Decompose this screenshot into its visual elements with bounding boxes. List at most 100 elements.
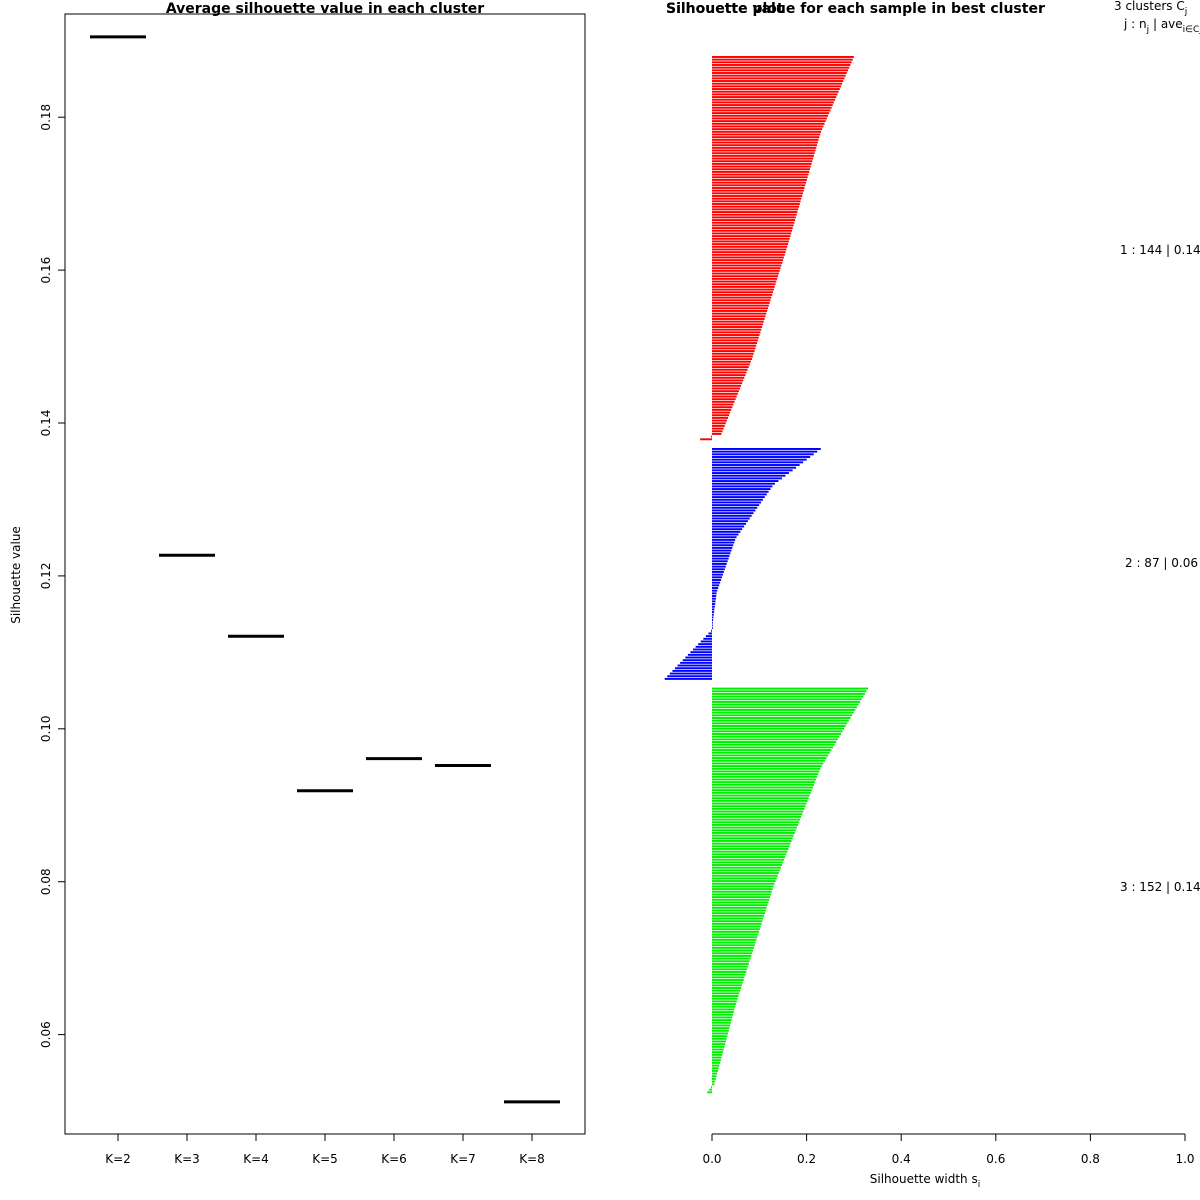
silhouette-bar-cluster-3 [712, 1043, 726, 1046]
silhouette-bar-cluster-3 [712, 717, 851, 719]
silhouette-bar-cluster-1 [712, 347, 756, 350]
silhouette-bar-cluster-3 [712, 719, 849, 722]
silhouette-bar-cluster-1 [712, 245, 788, 248]
silhouette-bar-cluster-1 [712, 85, 841, 88]
n-clusters-sub: j [1184, 7, 1188, 17]
silhouette-bar-cluster-3 [712, 813, 803, 816]
silhouette-bar-cluster-1 [712, 195, 803, 197]
silhouette-bar-cluster-3 [712, 848, 789, 850]
silhouette-bar-cluster-3 [712, 1040, 726, 1043]
silhouette-bar-cluster-2 [712, 450, 818, 453]
silhouette-bar-cluster-1 [712, 387, 740, 390]
silhouette-bar-cluster-3 [712, 778, 817, 781]
silhouette-bar-cluster-1 [712, 406, 733, 409]
silhouette-bar-cluster-1 [712, 408, 732, 411]
silhouette-bar-cluster-3 [712, 842, 791, 845]
silhouette-bar-cluster-1 [712, 318, 765, 320]
silhouette-bar-cluster-1 [712, 157, 814, 160]
silhouette-bar-cluster-1 [712, 283, 776, 286]
silhouette-bar-cluster-3 [707, 1091, 712, 1094]
silhouette-bar-cluster-2 [712, 581, 721, 584]
right-x-tick-label: 0.8 [1081, 1152, 1100, 1166]
silhouette-bar-cluster-3 [712, 946, 754, 949]
silhouette-bar-cluster-3 [712, 741, 837, 744]
silhouette-bar-cluster-2 [700, 640, 712, 643]
silhouette-bar-cluster-1 [712, 243, 789, 246]
silhouette-bar-cluster-3 [712, 933, 759, 936]
silhouette-bar-cluster-2 [712, 579, 722, 581]
silhouette-bar-cluster-1 [712, 144, 818, 147]
left-y-tick-label: 0.18 [39, 104, 53, 131]
silhouette-bar-cluster-3 [712, 1000, 737, 1003]
silhouette-bar-cluster-2 [675, 667, 712, 670]
silhouette-bar-cluster-1 [712, 344, 757, 347]
silhouette-bar-cluster-3 [712, 957, 751, 960]
silhouette-bar-cluster-2 [712, 477, 782, 480]
silhouette-bar-cluster-1 [712, 334, 760, 336]
right-x-axis-label-text: Silhouette width s [870, 1172, 978, 1186]
silhouette-bar-cluster-3 [712, 850, 788, 853]
silhouette-bar-cluster-3 [712, 866, 781, 869]
silhouette-bar-cluster-1 [712, 360, 751, 363]
silhouette-bar-cluster-3 [712, 823, 798, 826]
silhouette-bar-cluster-2 [712, 469, 793, 472]
silhouette-bar-cluster-3 [712, 711, 854, 714]
silhouette-bar-cluster-3 [712, 1053, 723, 1056]
silhouette-bar-cluster-1 [712, 181, 807, 184]
silhouette-bar-cluster-1 [712, 277, 778, 280]
silhouette-bar-cluster-3 [712, 797, 809, 800]
silhouette-bar-cluster-1 [712, 269, 780, 272]
silhouette-bar-cluster-3 [712, 898, 770, 901]
silhouette-bar-cluster-1 [712, 376, 745, 379]
silhouette-bar-cluster-2 [667, 675, 712, 678]
silhouette-bar-cluster-1 [712, 101, 834, 104]
silhouette-bar-cluster-3 [712, 1011, 734, 1014]
silhouette-bar-cluster-3 [712, 997, 738, 1000]
silhouette-bar-cluster-3 [712, 893, 771, 896]
silhouette-bar-cluster-1 [712, 117, 827, 120]
left-y-tick-label: 0.08 [39, 868, 53, 895]
silhouette-bar-cluster-3 [712, 1037, 727, 1040]
silhouette-bar-cluster-2 [712, 493, 767, 496]
silhouette-bar-cluster-1 [712, 162, 812, 165]
silhouette-bar-cluster-3 [712, 880, 776, 883]
silhouette-bar-cluster-1 [712, 98, 836, 101]
silhouette-bar-cluster-1 [712, 170, 810, 173]
silhouette-bar-cluster-1 [712, 122, 825, 125]
silhouette-bar-cluster-1 [712, 272, 779, 275]
silhouette-bar-cluster-2 [712, 549, 732, 552]
silhouette-bar-cluster-2 [712, 514, 752, 517]
silhouette-bar-cluster-2 [712, 504, 760, 507]
silhouette-bar-cluster-3 [712, 794, 810, 797]
silhouette-bar-cluster-3 [712, 952, 753, 955]
silhouette-bar-cluster-2 [712, 624, 713, 627]
silhouette-bar-cluster-1 [712, 374, 746, 377]
avg-silhouette-panel: Average silhouette value in each cluster… [9, 1, 586, 1166]
silhouette-bar-cluster-2 [712, 528, 743, 531]
silhouette-bar-cluster-1 [712, 323, 763, 326]
silhouette-bar-cluster-2 [712, 603, 716, 605]
silhouette-bar-cluster-2 [705, 635, 712, 638]
left-plot-frame [64, 13, 586, 1135]
silhouette-bar-cluster-1 [712, 197, 802, 200]
silhouette-bar-cluster-1 [712, 77, 845, 80]
silhouette-bar-cluster-2 [712, 464, 800, 466]
silhouette-bar-cluster-2 [698, 643, 712, 646]
silhouette-bar-cluster-2 [712, 576, 723, 579]
silhouette-bar-cluster-3 [712, 890, 772, 893]
silhouette-bar-cluster-1 [712, 106, 832, 109]
silhouette-bar-cluster-3 [712, 877, 777, 880]
right-overlap-title: Silhouette plot [666, 1, 784, 17]
silhouette-bar-cluster-1 [712, 366, 749, 369]
silhouette-bar-cluster-3 [712, 834, 794, 837]
silhouette-bar-cluster-1 [712, 90, 839, 93]
left-x-tick-label: K=8 [519, 1152, 545, 1166]
silhouette-bar-cluster-3 [712, 1024, 731, 1027]
right-x-tick-label: 0.6 [986, 1152, 1005, 1166]
silhouette-bar-cluster-3 [712, 1072, 718, 1075]
silhouette-bar-cluster-2 [712, 485, 773, 488]
silhouette-bar-cluster-1 [712, 390, 739, 393]
silhouette-bar-cluster-2 [712, 509, 756, 512]
left-x-tick-label: K=6 [381, 1152, 407, 1166]
left-y-tick-label: 0.16 [39, 257, 53, 284]
